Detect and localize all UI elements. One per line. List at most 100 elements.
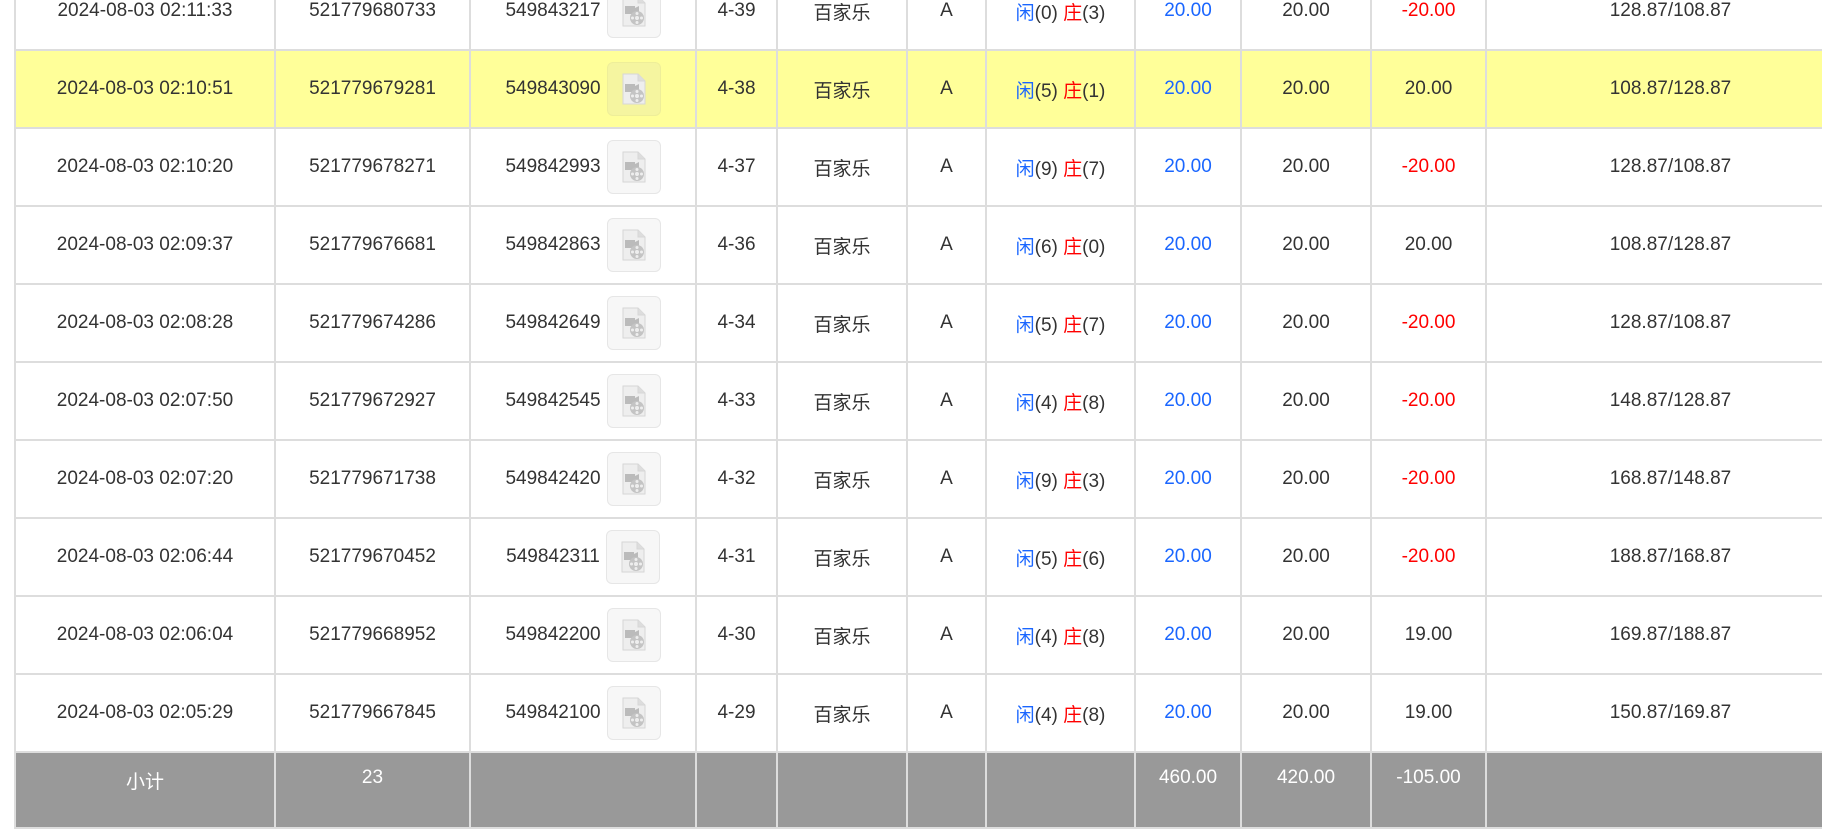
result: 闲(5) 庄(1) xyxy=(985,49,1136,129)
balance: 128.87/108.87 xyxy=(1485,0,1822,51)
win-amount: 19.00 xyxy=(1370,673,1487,753)
result: 闲(9) 庄(7) xyxy=(985,127,1136,207)
shoe: 4-29 xyxy=(695,673,778,753)
game-name: 百家乐 xyxy=(776,517,908,597)
banker-label: 庄 xyxy=(1063,626,1083,648)
player-score: (0) xyxy=(1034,2,1058,24)
balance: 128.87/108.87 xyxy=(1485,127,1822,207)
table-row: 2024-08-03 02:06:44 521779670452 549842311… xyxy=(14,517,1822,597)
round-id: 549843090 xyxy=(505,78,601,99)
round-cell: 549842311 xyxy=(469,517,697,597)
result: 闲(4) 庄(8) xyxy=(985,361,1136,441)
banker-label: 庄 xyxy=(1063,392,1083,414)
bet-id: 521779676681 xyxy=(274,205,471,285)
win-amount: -20.00 xyxy=(1370,361,1487,441)
video-file-icon[interactable] xyxy=(606,296,661,350)
win-amount: -20.00 xyxy=(1370,517,1487,597)
win-amount: 20.00 xyxy=(1370,49,1487,129)
win-amount: 19.00 xyxy=(1370,595,1487,675)
video-file-icon[interactable] xyxy=(606,374,661,428)
video-file-icon[interactable] xyxy=(606,218,661,272)
subtotal-count: 23 xyxy=(274,751,471,829)
video-file-icon[interactable] xyxy=(606,608,661,662)
video-file-icon[interactable] xyxy=(606,62,661,116)
valid-amount: 20.00 xyxy=(1240,205,1372,285)
video-file-icon[interactable] xyxy=(606,0,661,38)
win-amount: -20.00 xyxy=(1370,439,1487,519)
valid-amount: 20.00 xyxy=(1240,49,1372,129)
valid-amount: 20.00 xyxy=(1240,517,1372,597)
table-name: A xyxy=(906,49,987,129)
table-row: 2024-08-03 02:06:04 521779668952 549842200… xyxy=(14,595,1822,675)
bet-id: 521779680733 xyxy=(274,0,471,51)
bet-time: 2024-08-03 02:07:20 xyxy=(14,439,276,519)
video-file-icon[interactable] xyxy=(606,452,661,506)
table-name: A xyxy=(906,517,987,597)
bet-amount: 20.00 xyxy=(1134,517,1242,597)
player-label: 闲 xyxy=(1015,470,1035,492)
valid-amount: 20.00 xyxy=(1240,361,1372,441)
balance: 108.87/128.87 xyxy=(1485,49,1822,129)
video-file-icon[interactable] xyxy=(606,686,661,740)
banker-score: (7) xyxy=(1082,158,1106,180)
game-name: 百家乐 xyxy=(776,49,908,129)
bet-id: 521779667845 xyxy=(274,673,471,753)
bet-amount: 20.00 xyxy=(1134,361,1242,441)
video-file-icon[interactable] xyxy=(606,140,661,194)
shoe: 4-31 xyxy=(695,517,778,597)
win-amount: -20.00 xyxy=(1370,283,1487,363)
round-cell: 549842545 xyxy=(469,361,697,441)
player-score: (5) xyxy=(1034,80,1058,102)
result: 闲(5) 庄(6) xyxy=(985,517,1136,597)
bet-amount: 20.00 xyxy=(1134,673,1242,753)
banker-score: (7) xyxy=(1082,314,1106,336)
bet-time: 2024-08-03 02:05:29 xyxy=(14,673,276,753)
bet-amount: 20.00 xyxy=(1134,595,1242,675)
valid-amount: 20.00 xyxy=(1240,283,1372,363)
game-name: 百家乐 xyxy=(776,0,908,51)
banker-score: (3) xyxy=(1082,2,1106,24)
game-name: 百家乐 xyxy=(776,673,908,753)
table-name: A xyxy=(906,361,987,441)
shoe: 4-36 xyxy=(695,205,778,285)
balance: 150.87/169.87 xyxy=(1485,673,1822,753)
table-name: A xyxy=(906,595,987,675)
table-row: 2024-08-03 02:05:29 521779667845 549842100… xyxy=(14,673,1822,753)
game-name: 百家乐 xyxy=(776,127,908,207)
round-id: 549842649 xyxy=(505,312,601,333)
banker-score: (8) xyxy=(1082,704,1106,726)
table-name: A xyxy=(906,283,987,363)
table-name: A xyxy=(906,127,987,207)
table-row: 2024-08-03 02:09:37 521779676681 549842863… xyxy=(14,205,1822,285)
round-id: 549842863 xyxy=(505,234,601,255)
banker-score: (1) xyxy=(1082,80,1106,102)
bet-id: 521779672927 xyxy=(274,361,471,441)
shoe: 4-33 xyxy=(695,361,778,441)
result: 闲(4) 庄(8) xyxy=(985,595,1136,675)
player-score: (4) xyxy=(1034,392,1058,414)
bet-time: 2024-08-03 02:06:44 xyxy=(14,517,276,597)
table-row: 2024-08-03 02:07:20 521779671738 549842420… xyxy=(14,439,1822,519)
banker-label: 庄 xyxy=(1063,548,1083,570)
bet-time: 2024-08-03 02:06:04 xyxy=(14,595,276,675)
result: 闲(9) 庄(3) xyxy=(985,439,1136,519)
win-amount: 20.00 xyxy=(1370,205,1487,285)
round-cell: 549842863 xyxy=(469,205,697,285)
round-cell: 549843217 xyxy=(469,0,697,51)
table-row: 2024-08-03 02:08:28 521779674286 549842649… xyxy=(14,283,1822,363)
balance: 188.87/168.87 xyxy=(1485,517,1822,597)
banker-label: 庄 xyxy=(1063,314,1083,336)
video-file-icon[interactable] xyxy=(605,530,660,584)
shoe: 4-30 xyxy=(695,595,778,675)
player-score: (6) xyxy=(1034,236,1058,258)
player-label: 闲 xyxy=(1015,704,1035,726)
player-label: 闲 xyxy=(1015,392,1035,414)
bet-time: 2024-08-03 02:08:28 xyxy=(14,283,276,363)
win-amount: -20.00 xyxy=(1370,127,1487,207)
shoe: 4-32 xyxy=(695,439,778,519)
round-id: 549843217 xyxy=(505,0,601,21)
round-id: 549842420 xyxy=(505,468,601,489)
bet-amount: 20.00 xyxy=(1134,0,1242,51)
player-label: 闲 xyxy=(1015,314,1035,336)
banker-score: (8) xyxy=(1082,392,1106,414)
